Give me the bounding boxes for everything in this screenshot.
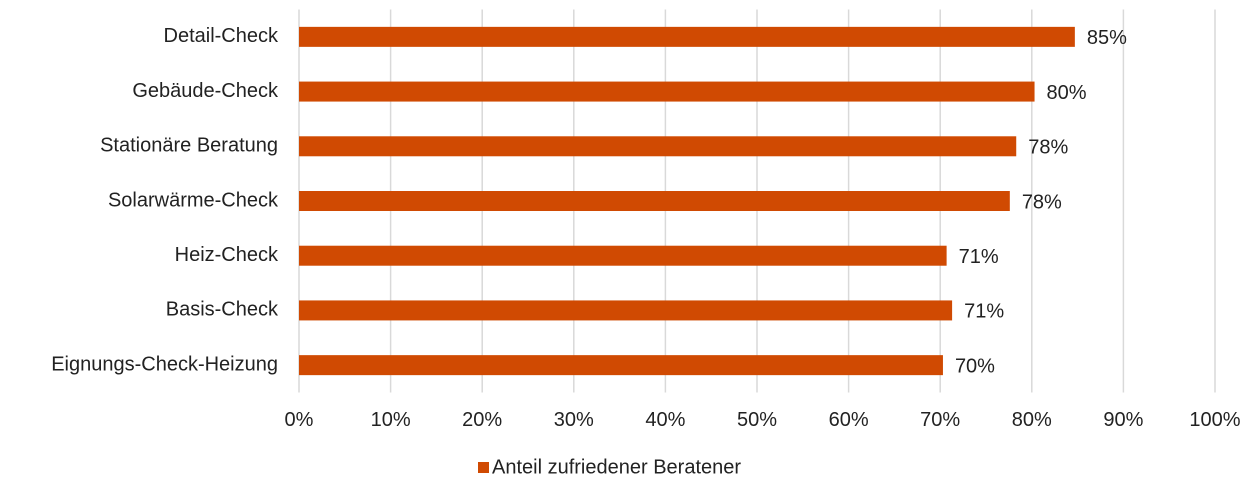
- y-tick-label: Solarwärme-Check: [108, 189, 279, 211]
- bar: [299, 26, 1075, 47]
- x-tick-label: 80%: [1012, 409, 1052, 431]
- legend-swatch: [478, 462, 489, 473]
- data-label: 71%: [959, 246, 999, 268]
- x-tick-label: 20%: [462, 409, 502, 431]
- bar: [299, 355, 943, 376]
- x-tick-label: 70%: [920, 409, 960, 431]
- x-tick-label: 90%: [1103, 409, 1143, 431]
- data-label: 78%: [1022, 191, 1062, 213]
- x-tick-label: 0%: [285, 409, 314, 431]
- x-tick-label: 30%: [554, 409, 594, 431]
- x-tick-label: 50%: [737, 409, 777, 431]
- bar: [299, 300, 953, 321]
- data-label: 85%: [1087, 27, 1127, 49]
- bar: [299, 136, 1017, 157]
- data-label: 70%: [955, 355, 995, 377]
- x-tick-label: 40%: [645, 409, 685, 431]
- bar: [299, 245, 947, 266]
- y-tick-label: Basis-Check: [166, 299, 279, 321]
- x-tick-label: 60%: [829, 409, 869, 431]
- data-label: 80%: [1047, 82, 1087, 104]
- legend-label: Anteil zufriedener Beratener: [492, 456, 741, 478]
- data-label: 71%: [964, 301, 1004, 323]
- y-tick-label: Eignungs-Check-Heizung: [51, 353, 278, 375]
- data-label: 78%: [1028, 137, 1068, 159]
- y-tick-label: Detail-Check: [164, 25, 279, 47]
- y-tick-label: Gebäude-Check: [132, 80, 279, 102]
- y-tick-label: Heiz-Check: [175, 244, 279, 266]
- bar: [299, 81, 1035, 102]
- y-tick-label: Stationäre Beratung: [100, 135, 278, 157]
- x-tick-label: 100%: [1189, 409, 1240, 431]
- bar: [299, 191, 1010, 211]
- x-tick-label: 10%: [371, 409, 411, 431]
